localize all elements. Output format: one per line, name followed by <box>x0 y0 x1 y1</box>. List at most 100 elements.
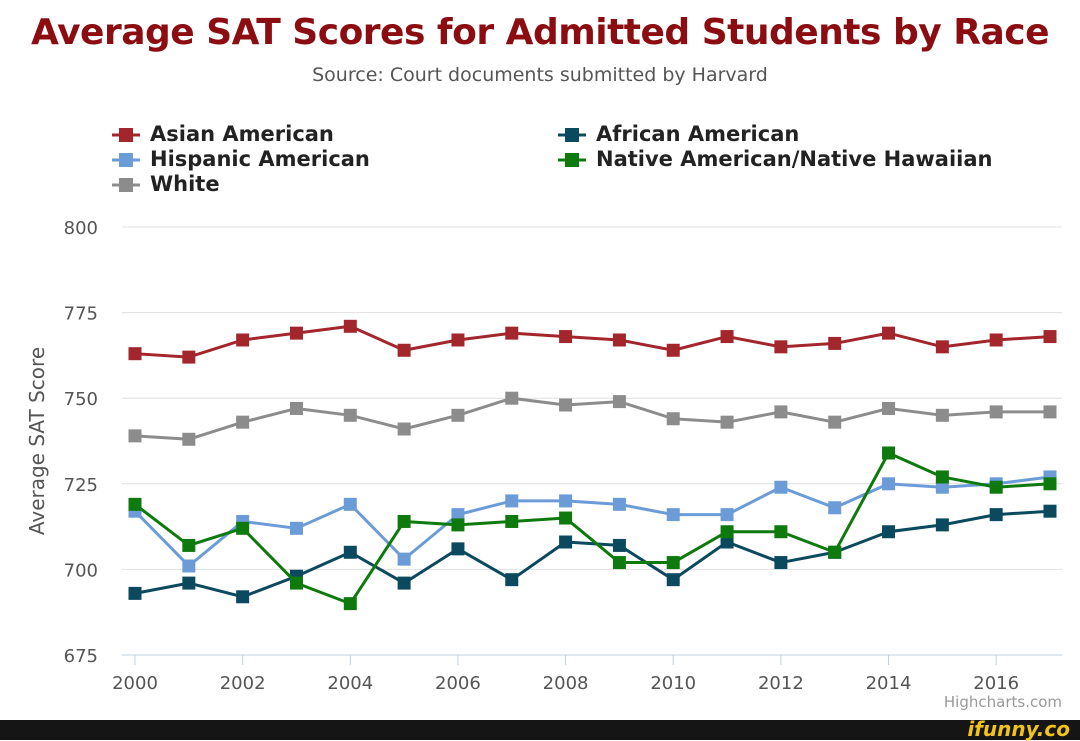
data-point <box>989 508 1003 522</box>
data-point <box>882 446 896 460</box>
data-point <box>343 408 357 422</box>
data-point <box>882 401 896 415</box>
legend-label: Asian American <box>150 122 334 146</box>
legend-item[interactable]: Native American/Native Hawaiian <box>558 147 992 171</box>
data-point <box>289 326 303 340</box>
data-point <box>505 391 519 405</box>
data-point <box>989 480 1003 494</box>
data-point <box>182 559 196 573</box>
data-point <box>128 497 142 511</box>
data-point <box>343 545 357 559</box>
legend-symbol <box>112 178 140 192</box>
data-point <box>720 415 734 429</box>
data-point <box>182 538 196 552</box>
data-point <box>1043 477 1057 491</box>
data-point <box>559 535 573 549</box>
y-tick-label: 725 <box>64 475 98 496</box>
data-point <box>774 340 788 354</box>
x-tick-label: 2006 <box>435 673 481 694</box>
series-line <box>134 451 1051 606</box>
y-tick-label: 800 <box>64 218 98 239</box>
x-tick-label: 2008 <box>543 673 589 694</box>
ifunny-watermark[interactable]: ifunny.co <box>967 717 1070 741</box>
data-point <box>505 494 519 508</box>
data-point <box>935 518 949 532</box>
data-point <box>612 538 626 552</box>
highcharts-credit[interactable]: Highcharts.com <box>943 693 1062 711</box>
data-point <box>935 470 949 484</box>
series-line <box>133 475 1051 568</box>
legend-symbol <box>558 153 586 167</box>
chart-title: Average SAT Scores for Admitted Students… <box>30 12 1050 53</box>
data-point <box>612 497 626 511</box>
y-axis-title: Average SAT Score <box>25 347 49 535</box>
legend-item[interactable]: African American <box>558 122 799 146</box>
data-point <box>828 415 842 429</box>
data-point <box>128 586 142 600</box>
data-point <box>935 340 949 354</box>
data-point <box>774 405 788 419</box>
legend-label: Hispanic American <box>150 147 370 171</box>
data-point <box>559 398 573 412</box>
data-point <box>612 395 626 409</box>
data-point <box>182 432 196 446</box>
data-point <box>451 542 465 556</box>
data-point <box>559 511 573 525</box>
y-tick-label: 700 <box>64 560 98 581</box>
data-point <box>182 576 196 590</box>
legend-item[interactable]: Hispanic American <box>112 147 370 171</box>
data-point <box>828 336 842 350</box>
legend-item[interactable]: Asian American <box>112 122 334 146</box>
data-point <box>182 350 196 364</box>
data-point <box>882 525 896 539</box>
data-point <box>720 330 734 344</box>
legend-symbol <box>112 153 140 167</box>
series-hispanic-american <box>128 470 1057 573</box>
data-point <box>289 401 303 415</box>
data-point <box>236 590 250 604</box>
data-point <box>774 480 788 494</box>
data-point <box>720 535 734 549</box>
data-point <box>128 347 142 361</box>
data-point <box>289 521 303 535</box>
series-line <box>134 324 1051 359</box>
x-tick-label: 2000 <box>112 673 158 694</box>
data-point <box>451 333 465 347</box>
legend-label: African American <box>596 122 800 146</box>
data-point <box>666 412 680 426</box>
data-point <box>397 552 411 566</box>
line-chart: 675 700 725 750 775 800 2000 2002 2004 2006 2008 20… <box>25 218 1062 694</box>
data-point <box>343 497 357 511</box>
data-point <box>559 330 573 344</box>
data-point <box>612 333 626 347</box>
series-line <box>134 396 1050 441</box>
footer-bar <box>0 720 1080 740</box>
series-white <box>128 391 1057 446</box>
x-tick-label: 2014 <box>866 673 912 694</box>
x-tick-label: 2004 <box>327 673 373 694</box>
x-tick-label: 2016 <box>973 673 1019 694</box>
data-point <box>989 333 1003 347</box>
legend-item[interactable]: White <box>112 172 220 196</box>
data-point <box>720 525 734 539</box>
data-point <box>236 415 250 429</box>
data-point <box>1043 405 1057 419</box>
data-point <box>666 556 680 570</box>
data-point <box>451 518 465 532</box>
data-point <box>828 545 842 559</box>
data-point <box>559 494 573 508</box>
data-point <box>505 514 519 528</box>
data-point <box>989 405 1003 419</box>
x-tick-label: 2002 <box>220 673 266 694</box>
data-point <box>343 597 357 611</box>
legend-symbol <box>558 128 586 142</box>
data-point <box>774 556 788 570</box>
data-point <box>451 408 465 422</box>
series-line <box>134 509 1051 599</box>
chart-subtitle: Source: Court documents submitted by Har… <box>312 64 768 86</box>
series-native-american-native-hawaiian <box>128 446 1057 611</box>
data-point <box>1043 504 1057 518</box>
data-point <box>236 333 250 347</box>
data-point <box>128 429 142 443</box>
data-point <box>505 573 519 587</box>
